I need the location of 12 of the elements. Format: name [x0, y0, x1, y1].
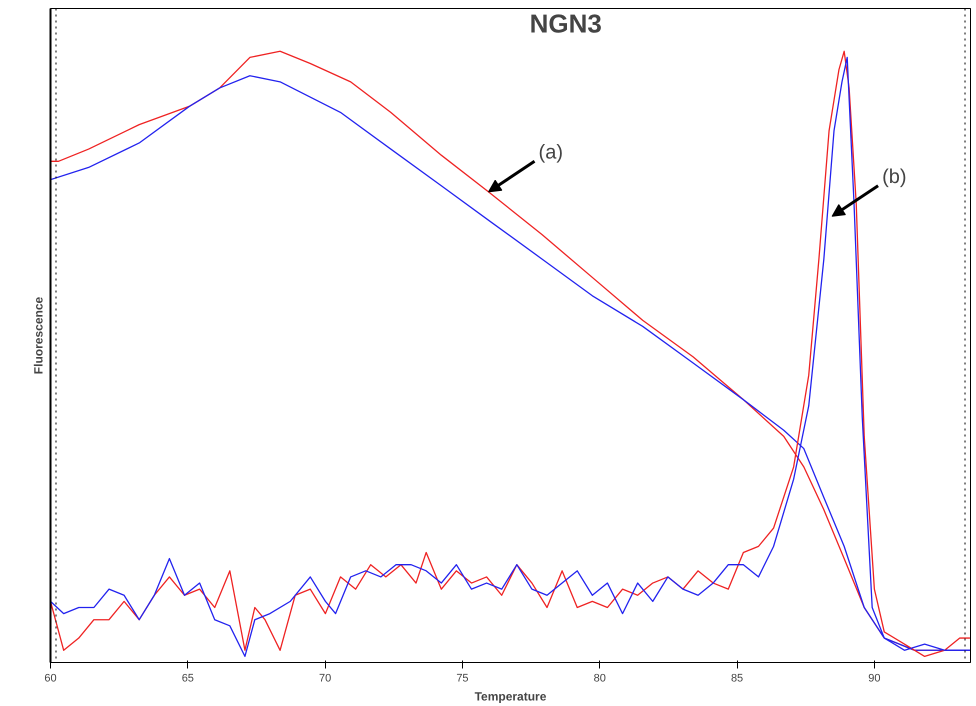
x-axis-title: Temperature [474, 690, 547, 704]
annotation: (a) [538, 141, 563, 164]
y-axis-title: Fluorescence [32, 296, 46, 374]
chart-title: NGN3 [530, 8, 602, 38]
x-tick-label: 60 [44, 672, 57, 684]
annotation: (b) [882, 166, 907, 188]
x-tick-label: 70 [319, 672, 332, 684]
x-tick-label: 80 [594, 672, 606, 684]
x-tick-label: 85 [730, 672, 744, 684]
x-tick-label: 65 [182, 672, 194, 684]
x-tick-label: 75 [456, 672, 469, 684]
x-tick-label: 90 [868, 672, 881, 684]
